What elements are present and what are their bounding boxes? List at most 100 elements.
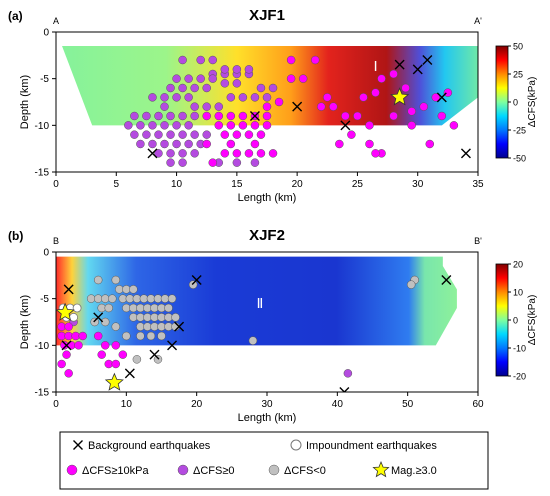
- background-earthquake-marker: [93, 312, 104, 323]
- cfs-point: [389, 111, 398, 121]
- x-tick-label: 30: [412, 179, 424, 190]
- cfs-point: [111, 359, 121, 369]
- cfs-point: [214, 111, 224, 121]
- cfs-point: [262, 93, 272, 102]
- cfs-point: [78, 331, 87, 341]
- cfs-point: [238, 93, 248, 102]
- x-tick-label: 30: [261, 399, 273, 410]
- background-earthquake-marker: [412, 64, 423, 75]
- cfs-point: [226, 139, 236, 149]
- legend-label: Mag.≥3.0: [391, 465, 437, 477]
- background-earthquake-marker: [340, 120, 351, 131]
- cfs-point: [262, 102, 272, 111]
- cfs-point: [419, 102, 428, 111]
- profile-end-label: A': [474, 16, 482, 26]
- cfs-point: [157, 331, 166, 341]
- x-tick-label: 0: [53, 179, 59, 190]
- background-earthquake-marker: [394, 59, 405, 70]
- x-tick-label: 0: [53, 399, 59, 410]
- legend-x-icon: [73, 440, 83, 450]
- cfs-point: [154, 111, 163, 121]
- cfs-point: [335, 139, 344, 149]
- colorbar-tick-label: -25: [513, 126, 526, 136]
- cfs-point: [111, 322, 121, 331]
- cfs-point: [172, 93, 181, 102]
- background-earthquake-marker: [124, 368, 135, 379]
- region-label: Ⅰ: [373, 58, 377, 74]
- x-tick-label: 10: [171, 179, 183, 190]
- cfs-point: [238, 111, 248, 121]
- cfs-point: [111, 275, 121, 285]
- cfs-point: [256, 149, 266, 158]
- cfs-point: [232, 65, 242, 74]
- cfs-point: [202, 130, 211, 139]
- cfs-point: [226, 111, 236, 121]
- profile-end-label: B': [474, 236, 482, 246]
- cfs-point: [166, 149, 175, 158]
- cfs-point: [178, 55, 187, 65]
- legend-label: Background earthquakes: [88, 440, 211, 452]
- cfs-point: [62, 350, 71, 359]
- profile-start-label: A: [53, 16, 59, 26]
- cfs-point: [136, 121, 145, 130]
- legend-circle-icon: [268, 464, 280, 476]
- cfs-point: [118, 350, 128, 359]
- plot-frame: [55, 31, 479, 173]
- background-earthquake-marker: [422, 55, 433, 65]
- cfs-point: [142, 111, 151, 121]
- cfs-point: [407, 121, 416, 130]
- cfs-point: [226, 93, 236, 102]
- cfs-point: [250, 121, 260, 130]
- background-earthquake-marker: [174, 321, 185, 332]
- legend: Background earthquakes Impoundment earthq…: [59, 431, 489, 490]
- cfs-point: [178, 111, 187, 121]
- cfs-point: [220, 79, 230, 88]
- cfs-point: [244, 149, 254, 158]
- background-earthquake-marker: [167, 340, 178, 351]
- cfs-point: [377, 74, 386, 83]
- cfs-point: [443, 88, 453, 97]
- cfs-point: [401, 83, 410, 93]
- colorbar-tick-label: 0: [513, 316, 518, 326]
- cfs-point: [214, 102, 224, 111]
- cfs-point: [90, 317, 99, 327]
- cfs-point: [232, 149, 242, 158]
- cfs-point: [130, 130, 139, 139]
- colorbar-tick-label: 50: [513, 42, 523, 52]
- cfs-point: [104, 303, 113, 313]
- background-earthquake-marker: [441, 275, 452, 285]
- mag3-star-marker: [104, 372, 124, 391]
- cfs-point: [184, 74, 193, 83]
- y-axis-label: Depth (km): [19, 295, 31, 349]
- data-marks: [124, 55, 471, 167]
- x-tick-label: 40: [332, 399, 344, 410]
- y-tick-label: -5: [40, 74, 49, 85]
- background-earthquake-marker: [147, 148, 158, 159]
- cfs-point: [268, 149, 278, 158]
- cfs-point: [184, 139, 193, 149]
- cfs-point: [93, 331, 103, 341]
- cfs-point: [371, 88, 380, 97]
- cfs-point: [136, 331, 145, 341]
- cfs-point: [389, 69, 398, 79]
- cfs-point: [166, 130, 175, 139]
- cfs-point: [365, 121, 374, 130]
- x-tick-label: 5: [114, 179, 120, 190]
- cfs-point: [190, 130, 199, 139]
- legend-circle-icon: [177, 464, 189, 476]
- cfs-point: [172, 74, 181, 83]
- cfs-point: [220, 65, 230, 74]
- cfs-point: [202, 139, 211, 149]
- cfs-point: [208, 158, 217, 167]
- cfs-point: [64, 369, 73, 378]
- cfs-point: [437, 111, 447, 121]
- cfs-point: [353, 111, 362, 121]
- cfs-point: [317, 102, 326, 111]
- cfs-point: [148, 121, 157, 130]
- cfs-point: [256, 83, 266, 93]
- cfs-point: [153, 355, 163, 364]
- cfs-point: [202, 111, 211, 121]
- cfs-point: [172, 139, 181, 149]
- colorbar-tick-label: 25: [513, 70, 523, 80]
